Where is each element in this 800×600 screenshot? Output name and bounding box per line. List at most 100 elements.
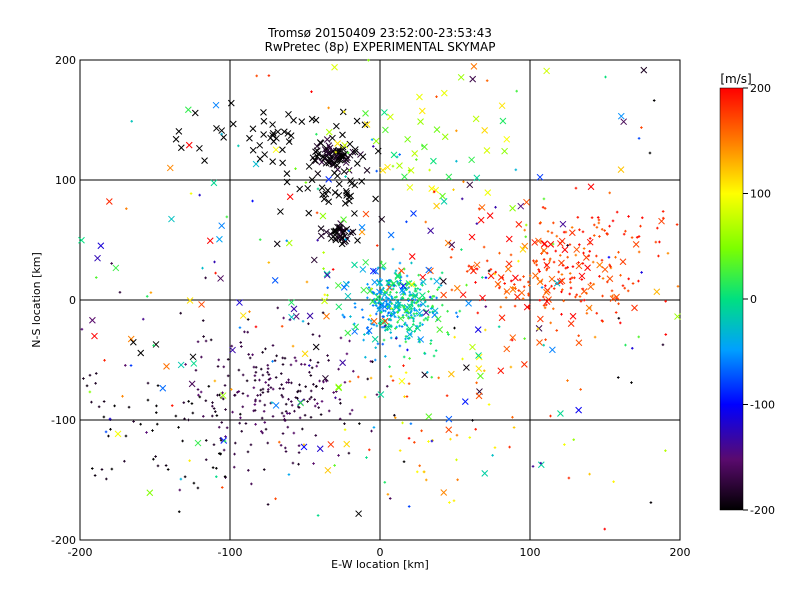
scatter-point-plus: [388, 298, 391, 301]
scatter-point-plus: [222, 448, 226, 452]
scatter-point-x: [536, 278, 544, 286]
scatter-point-x: [229, 346, 236, 354]
scatter-point-plus: [664, 299, 667, 303]
scatter-point-plus: [289, 400, 293, 403]
scatter-point-plus: [446, 331, 449, 334]
scatter-point-plus: [537, 268, 540, 271]
scatter-point-plus: [637, 250, 641, 254]
scatter-point-plus: [321, 311, 325, 315]
scatter-point-plus: [429, 342, 432, 345]
scatter-point-plus: [196, 388, 200, 391]
scatter-point-plus: [611, 219, 615, 223]
scatter-point-x: [201, 157, 208, 164]
scatter-point-x: [78, 236, 85, 244]
scatter-point-plus: [416, 287, 420, 290]
scatter-point-x: [617, 112, 625, 120]
scatter-point-plus: [616, 376, 620, 379]
scatter-point-plus: [385, 384, 389, 388]
scatter-point-plus: [284, 446, 287, 450]
scatter-point-x: [172, 135, 180, 143]
scatter-point-plus: [155, 404, 158, 408]
scatter-point-plus: [398, 261, 402, 265]
scatter-point-x: [484, 189, 492, 196]
scatter-point-plus: [568, 272, 572, 275]
scatter-point-plus: [233, 452, 236, 456]
scatter-point-plus: [368, 314, 372, 317]
scatter-point-x: [431, 307, 439, 315]
scatter-point-plus: [222, 365, 226, 369]
scatter-point-plus: [394, 337, 398, 340]
scatter-point-x: [335, 180, 343, 188]
scatter-point-plus: [566, 244, 569, 247]
scatter-point-plus: [277, 440, 281, 444]
scatter-point-plus: [388, 318, 392, 321]
scatter-point-plus: [481, 276, 484, 279]
scatter-point-plus: [394, 327, 397, 330]
scatter-point-plus: [170, 404, 174, 407]
scatter-point-plus: [614, 311, 618, 314]
scatter-point-plus: [528, 274, 532, 278]
scatter-point-plus: [124, 364, 127, 367]
scatter-point-x: [342, 280, 350, 288]
scatter-point-x: [584, 264, 591, 272]
scatter-point-plus: [326, 354, 329, 357]
scatter-point-plus: [575, 293, 579, 297]
scatter-point-x: [342, 159, 350, 166]
scatter-point-plus: [309, 358, 312, 362]
scatter-point-plus: [307, 364, 311, 367]
scatter-point-plus: [595, 226, 599, 229]
scatter-point-plus: [213, 379, 217, 383]
scatter-point-plus: [487, 403, 491, 406]
scatter-point-x: [547, 241, 555, 248]
scatter-point-plus: [460, 197, 464, 201]
scatter-point-plus: [204, 276, 207, 280]
scatter-point-plus: [252, 386, 256, 390]
scatter-point-plus: [542, 343, 546, 347]
scatter-point-x: [94, 254, 101, 262]
scatter-point-x: [425, 413, 433, 420]
scatter-point-x: [503, 135, 511, 143]
scatter-point-plus: [394, 269, 398, 273]
scatter-point-plus: [320, 400, 324, 403]
scatter-point-plus: [338, 417, 342, 421]
scatter-point-plus: [484, 305, 488, 308]
scatter-point-plus: [404, 335, 408, 338]
scatter-point-x: [359, 266, 367, 273]
scatter-point-plus: [80, 327, 84, 331]
scatter-point-x: [559, 220, 567, 228]
scatter-point-plus: [513, 283, 516, 286]
scatter-point-x: [407, 167, 415, 174]
scatter-point-plus: [571, 265, 575, 268]
scatter-point-plus: [262, 468, 266, 471]
scatter-point-plus: [617, 250, 620, 254]
scatter-point-x: [512, 274, 519, 282]
scatter-point-x: [301, 350, 309, 358]
scatter-point-plus: [107, 434, 110, 438]
scatter-point-x: [505, 260, 513, 268]
scatter-point-plus: [262, 410, 266, 413]
scatter-point-plus: [273, 359, 277, 362]
scatter-point-plus: [610, 289, 614, 293]
scatter-point-plus: [211, 404, 214, 408]
scatter-point-x: [190, 360, 198, 367]
scatter-point-plus: [327, 359, 330, 362]
scatter-point-x: [344, 329, 352, 337]
scatter-point-plus: [637, 235, 641, 238]
y-tick-label: 200: [55, 54, 76, 67]
scatter-point-x: [497, 274, 505, 281]
scatter-point-x: [475, 365, 483, 372]
scatter-point-plus: [568, 243, 572, 246]
scatter-point-x: [91, 332, 98, 340]
scatter-point-plus: [130, 119, 134, 123]
scatter-point-plus: [615, 210, 619, 214]
scatter-point-plus: [622, 232, 626, 236]
scatter-point-x: [218, 222, 226, 230]
scatter-point-plus: [314, 385, 318, 388]
scatter-point-x: [340, 227, 348, 234]
scatter-point-plus: [499, 305, 503, 309]
scatter-point-plus: [396, 311, 399, 314]
scatter-point-x: [418, 107, 426, 115]
scatter-point-plus: [349, 315, 352, 318]
scatter-point-plus: [621, 284, 625, 287]
scatter-point-plus: [204, 339, 208, 343]
